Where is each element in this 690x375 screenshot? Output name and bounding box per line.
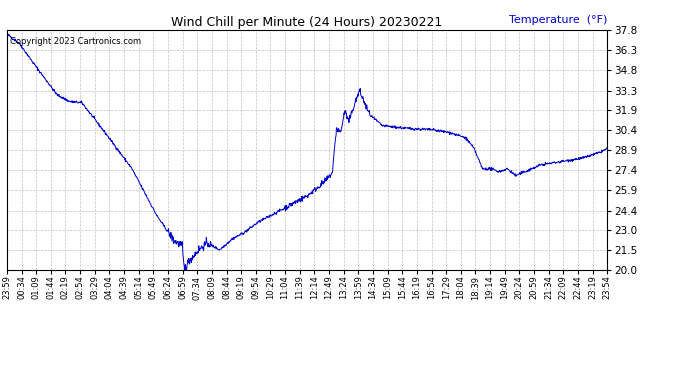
Title: Wind Chill per Minute (24 Hours) 20230221: Wind Chill per Minute (24 Hours) 2023022… bbox=[171, 16, 443, 29]
Text: Copyright 2023 Cartronics.com: Copyright 2023 Cartronics.com bbox=[10, 37, 141, 46]
Text: Temperature  (°F): Temperature (°F) bbox=[509, 15, 607, 25]
